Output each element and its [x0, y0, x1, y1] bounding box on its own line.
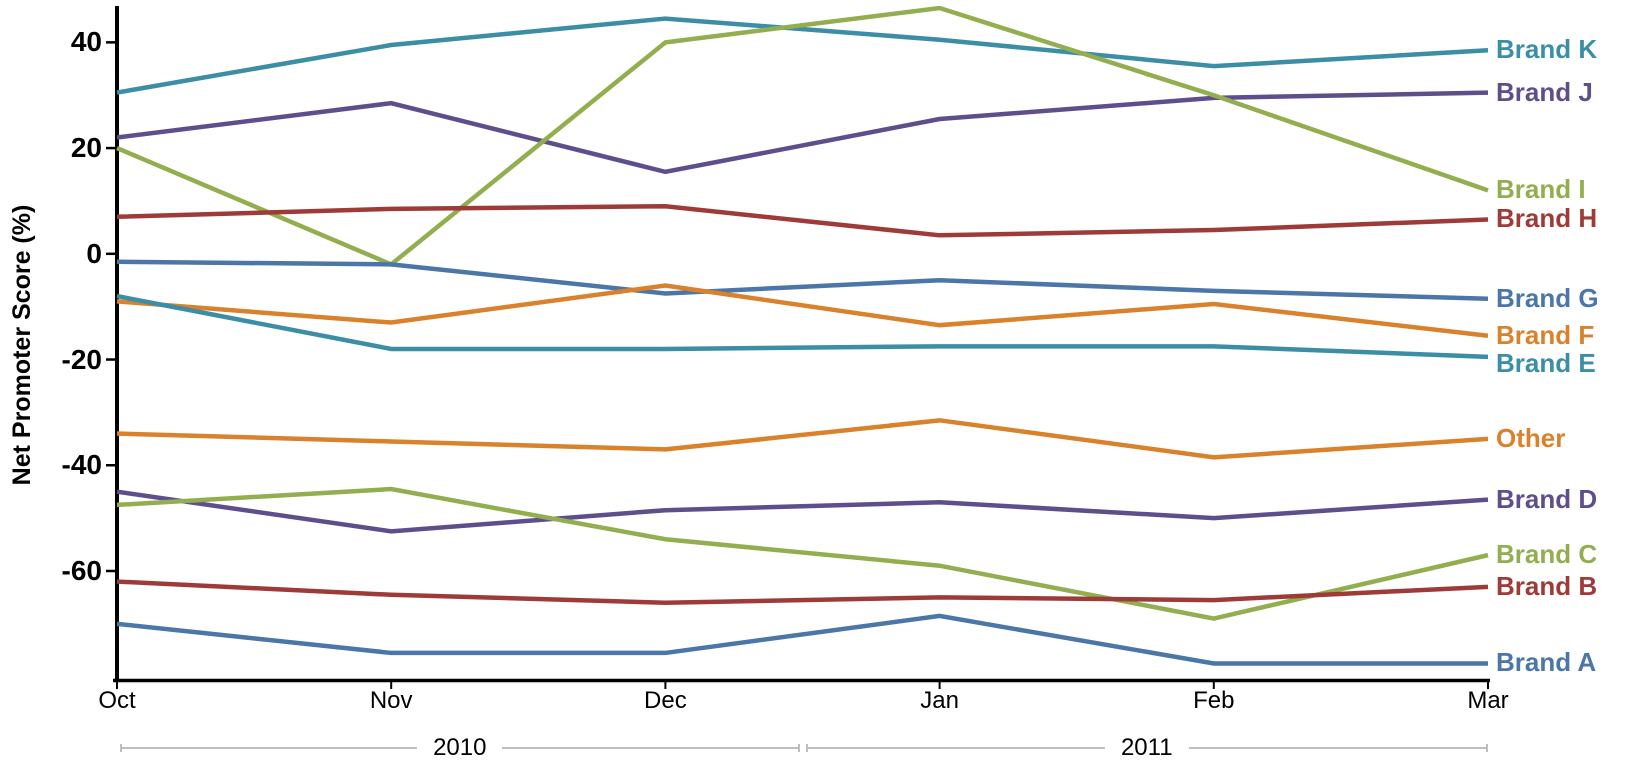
series-line-brand-k [116, 16, 1489, 95]
year-label: 2011 [1120, 734, 1173, 761]
year-group-2011: 2011 [805, 734, 1489, 761]
x-tick-label: Mar [1467, 687, 1509, 714]
series-label-brand-e: Brand E [1496, 347, 1596, 378]
series-label-brand-c: Brand C [1496, 539, 1598, 570]
series-line-other [116, 418, 1489, 460]
series-line-brand-a [116, 613, 1488, 666]
series-label-brand-h: Brand H [1496, 203, 1598, 234]
year-bracket-line [120, 744, 122, 752]
series-label-brand-i: Brand I [1496, 174, 1586, 205]
series-label-brand-k: Brand K [1496, 34, 1598, 65]
x-tick-label: Dec [644, 687, 687, 714]
year-label: 2010 [433, 734, 487, 761]
series-line-brand-f [116, 283, 1489, 338]
series-label-brand-g: Brand G [1496, 282, 1599, 313]
year-bracket-line [805, 744, 808, 752]
y-tick-label: 40 [70, 26, 102, 58]
series-line-brand-d [116, 489, 1489, 534]
series-label-brand-a: Brand A [1496, 647, 1597, 678]
y-tick-label: -40 [61, 449, 102, 481]
series-line-brand-i [116, 5, 1489, 267]
y-tick-label: 20 [70, 132, 102, 164]
series-label-other: Other [1496, 422, 1566, 453]
year-group-2010: 2010 [120, 735, 800, 761]
year-bracket-line [807, 747, 1105, 749]
series-label-brand-d: Brand D [1496, 483, 1598, 514]
series-line-brand-j [116, 90, 1489, 175]
year-bracket-line [502, 747, 798, 749]
series-label-brand-f: Brand F [1496, 319, 1595, 350]
y-tick-label: 0 [86, 237, 102, 269]
year-bracket-line [797, 744, 800, 752]
x-tick-label: Feb [1193, 687, 1235, 714]
series-line-brand-c [116, 486, 1489, 621]
y-tick-label: -20 [61, 343, 102, 375]
x-tick-label: Jan [920, 687, 959, 714]
x-tick-label: Oct [98, 687, 136, 714]
series-label-brand-j: Brand J [1496, 76, 1593, 107]
series-line-brand-b [116, 579, 1489, 605]
x-tick-label: Nov [369, 687, 413, 714]
y-tick-label: -60 [61, 554, 102, 586]
series-line-brand-g [116, 259, 1489, 301]
series-line-brand-h [116, 203, 1489, 238]
year-bracket-line [122, 747, 418, 749]
series-label-brand-b: Brand B [1496, 570, 1598, 601]
series-line-brand-e [116, 293, 1489, 360]
year-bracket-line [1188, 747, 1487, 749]
year-bracket-line [1486, 744, 1489, 752]
